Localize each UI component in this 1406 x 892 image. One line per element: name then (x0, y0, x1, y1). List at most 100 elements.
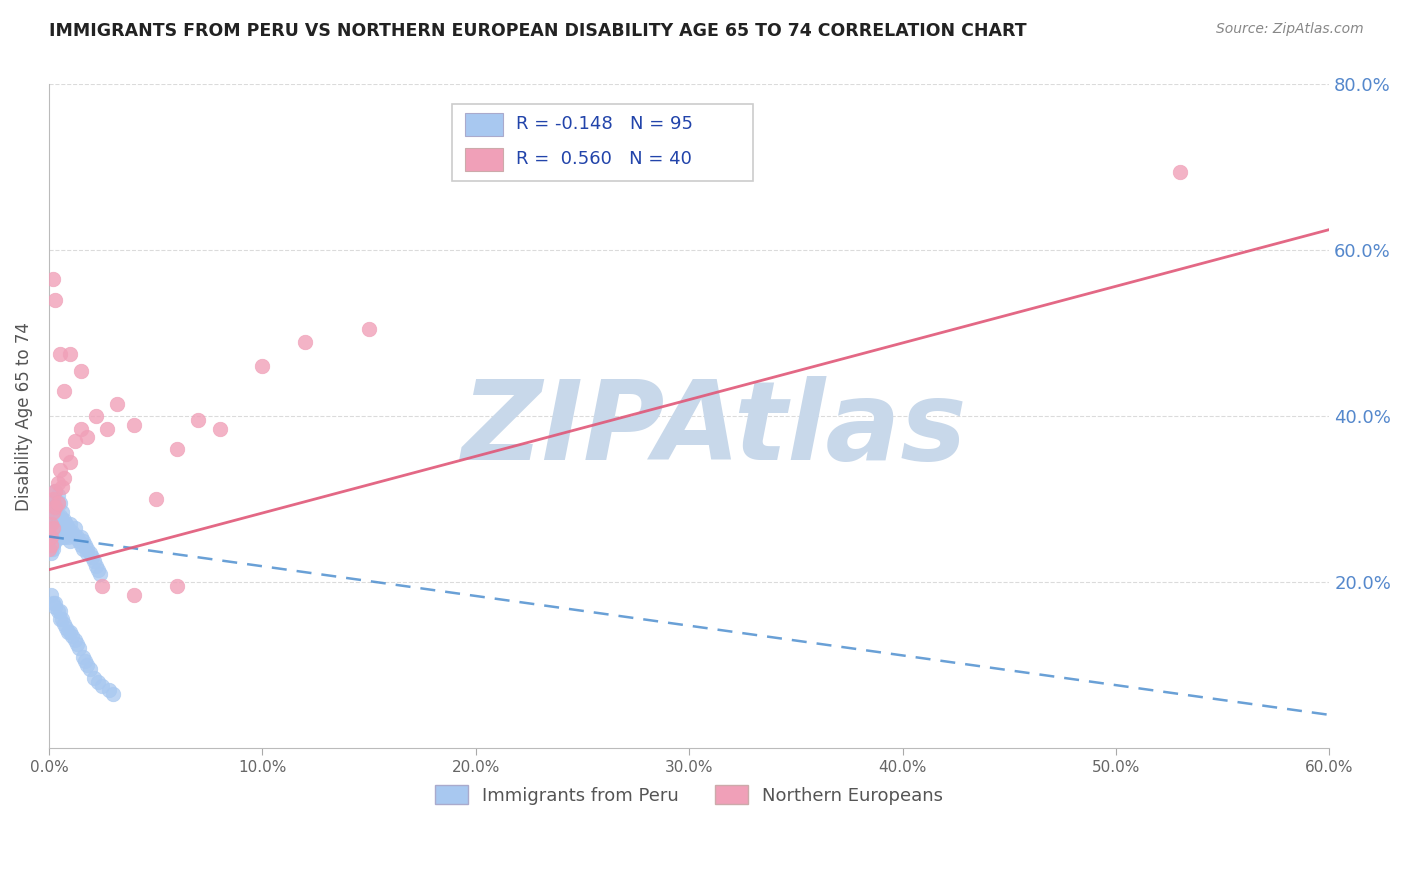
Point (62, 525, 84, 540)
Point (46, 496, 69, 510)
Point (44, 533, 66, 548)
Point (91, 579, 114, 593)
Point (83, 671, 105, 685)
Point (51, 513, 73, 527)
Point (48, 463, 70, 477)
Point (42, 496, 65, 510)
Point (38, 541, 60, 556)
Legend: Immigrants from Peru, Northern Europeans: Immigrants from Peru, Northern Europeans (427, 778, 950, 812)
Point (39, 517, 62, 532)
Point (39, 546, 62, 560)
Point (62, 629, 84, 643)
Point (67, 641, 90, 656)
Point (44, 293, 66, 307)
Point (46, 604, 69, 618)
Point (48, 496, 70, 510)
Point (39, 538, 62, 552)
Point (76, 658, 98, 673)
Point (70, 529, 93, 543)
Point (51, 521, 73, 535)
Point (55, 525, 77, 540)
Point (46, 525, 69, 540)
Point (145, 492, 167, 507)
Point (38, 529, 60, 543)
Point (44, 500, 66, 515)
Point (38, 538, 60, 552)
Point (79, 662, 101, 676)
Point (38, 521, 60, 535)
FancyBboxPatch shape (453, 104, 754, 181)
Point (87, 674, 110, 689)
Point (39, 529, 62, 543)
Point (84, 558, 107, 573)
Point (63, 521, 86, 535)
Point (208, 422, 231, 436)
Point (39, 529, 62, 543)
Y-axis label: Disability Age 65 to 74: Disability Age 65 to 74 (15, 322, 32, 511)
Point (39, 525, 62, 540)
Point (42, 505, 65, 519)
Point (63, 529, 86, 543)
Point (84, 409, 107, 424)
Point (96, 422, 118, 436)
Point (39, 521, 62, 535)
Point (51, 529, 73, 543)
Point (42, 538, 65, 552)
Point (42, 521, 65, 535)
Point (48, 508, 70, 523)
Point (357, 322, 380, 336)
Point (63, 434, 86, 449)
Point (42, 505, 65, 519)
Point (42, 529, 65, 543)
Point (51, 505, 73, 519)
Point (48, 525, 70, 540)
Point (76, 541, 98, 556)
Point (39, 508, 62, 523)
Point (79, 546, 101, 560)
Point (52, 521, 75, 535)
Point (56, 521, 79, 535)
Point (55, 446, 77, 460)
Point (46, 517, 69, 532)
Point (44, 500, 66, 515)
Point (38, 533, 60, 548)
Point (39, 541, 62, 556)
Point (187, 413, 209, 427)
Point (55, 621, 77, 635)
Point (51, 612, 73, 626)
Point (44, 492, 66, 507)
Point (46, 488, 69, 502)
Point (44, 483, 66, 498)
Point (55, 517, 77, 532)
Point (42, 513, 65, 527)
Point (91, 679, 114, 693)
Point (46, 496, 69, 510)
Point (1168, 164, 1191, 178)
Point (83, 554, 105, 568)
Point (42, 272, 65, 286)
Point (56, 529, 79, 543)
Point (70, 538, 93, 552)
Point (39, 538, 62, 552)
Point (52, 384, 75, 399)
Point (52, 513, 75, 527)
Text: IMMIGRANTS FROM PERU VS NORTHERN EUROPEAN DISABILITY AGE 65 TO 74 CORRELATION CH: IMMIGRANTS FROM PERU VS NORTHERN EUROPEA… (49, 22, 1026, 40)
Point (39, 588, 62, 602)
Point (44, 525, 66, 540)
Point (97, 683, 120, 698)
Point (124, 588, 146, 602)
Point (42, 533, 65, 548)
Point (70, 363, 93, 377)
Point (42, 525, 65, 540)
Point (46, 475, 69, 490)
Point (59, 455, 82, 469)
Point (75, 538, 97, 552)
Point (51, 480, 73, 494)
Point (42, 492, 65, 507)
Point (52, 616, 75, 631)
Point (56, 624, 79, 639)
Point (294, 334, 316, 349)
Point (101, 687, 124, 701)
FancyBboxPatch shape (465, 113, 503, 136)
Point (44, 508, 66, 523)
